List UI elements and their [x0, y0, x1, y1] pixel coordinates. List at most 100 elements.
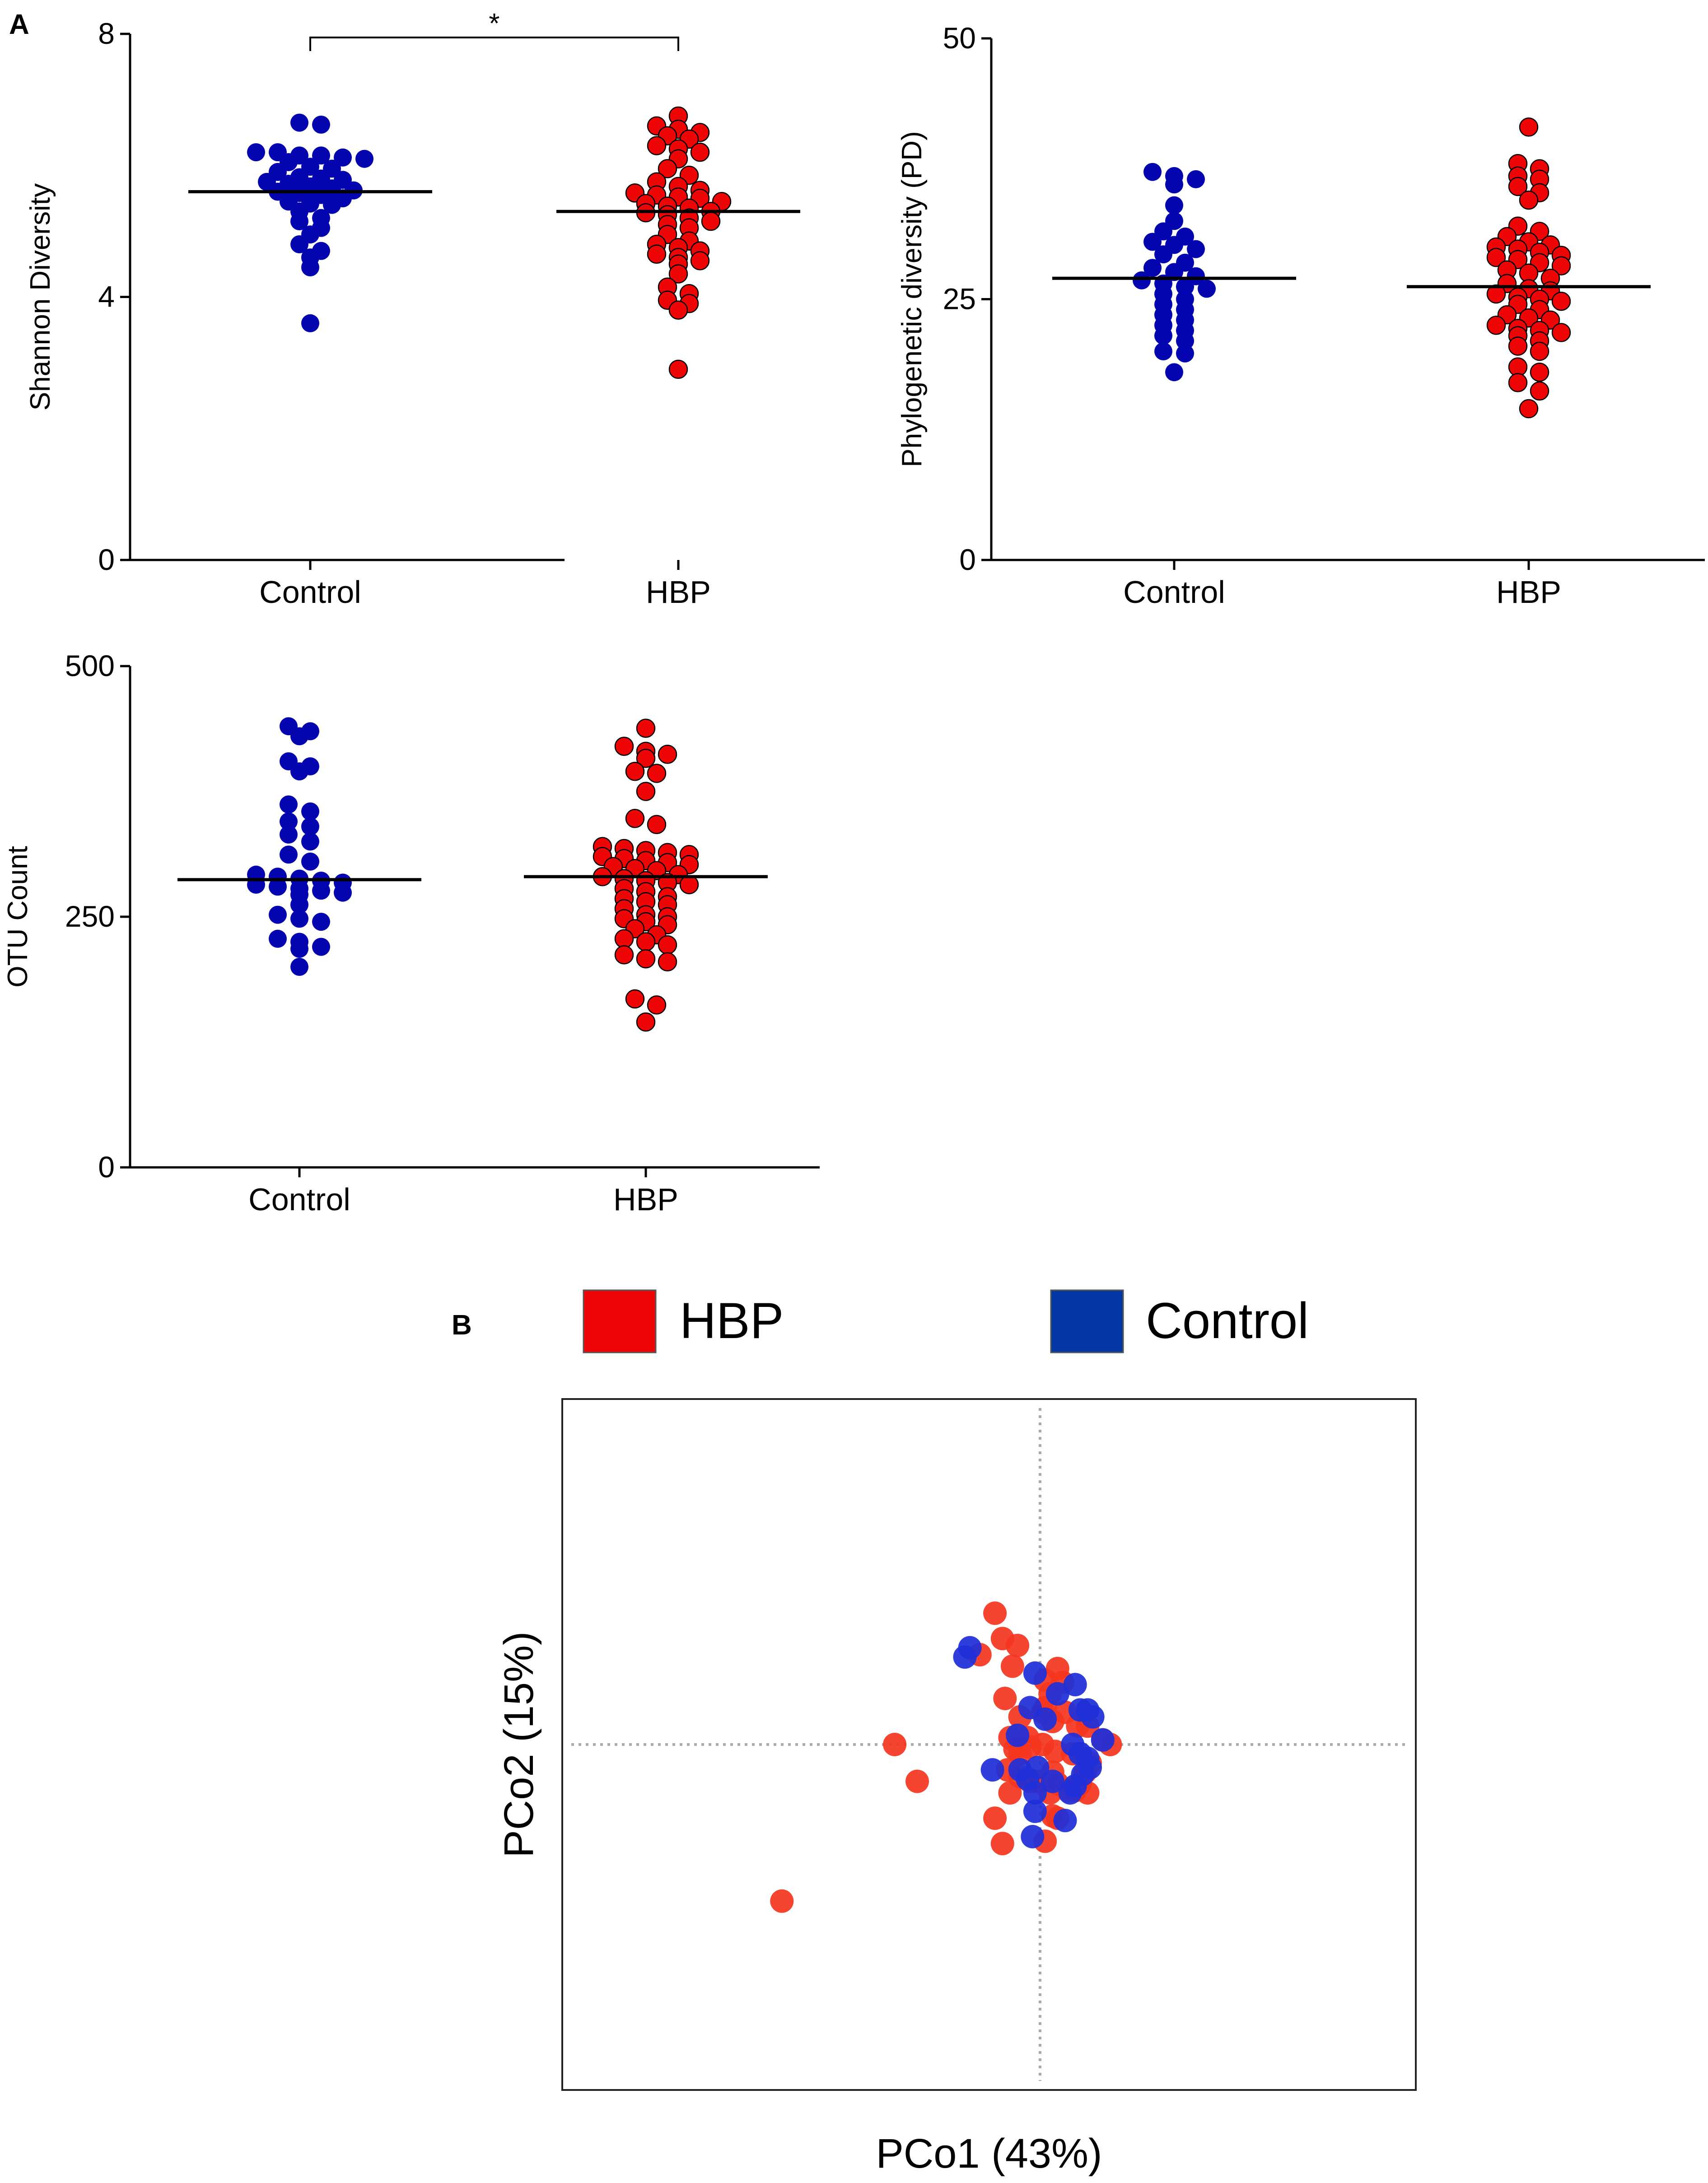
x-tick-label-hbp: HBP [613, 1182, 678, 1217]
x-tick-label-hbp: HBP [646, 574, 711, 610]
legend-label-control: Control [1146, 1292, 1309, 1349]
data-point-control-1 [290, 113, 308, 132]
data-point-control-21 [269, 877, 287, 896]
data-point-hbp-46 [658, 935, 677, 955]
data-point-control-17 [1133, 271, 1151, 289]
y-tick-label-500: 500 [65, 649, 115, 682]
pcoa-point-control-4 [1063, 1673, 1087, 1697]
data-point-control-31 [1154, 342, 1172, 360]
data-point-hbp-1 [1519, 117, 1539, 137]
x-tick-label-control: Control [259, 574, 361, 610]
data-point-hbp-44 [1530, 341, 1549, 361]
pcoa-point-control-24 [1063, 1774, 1087, 1798]
pcoa-point-hbp-45 [990, 1832, 1014, 1856]
data-point-hbp-52 [636, 1012, 656, 1032]
pcoa-point-control-14 [1091, 1728, 1115, 1752]
x-tick-label-control: Control [1123, 574, 1225, 610]
data-point-hbp-5 [636, 748, 656, 768]
data-point-control-7 [280, 795, 298, 814]
y-tick-label-250: 250 [65, 900, 115, 933]
y-tick-label-0: 0 [98, 1150, 115, 1184]
data-point-hbp-28 [1486, 284, 1506, 304]
data-point-hbp-40 [668, 264, 688, 284]
y-tick-label-0: 0 [98, 543, 115, 576]
pcoa-point-hbp-5 [1000, 1654, 1024, 1678]
pcoa-point-hbp-26 [1043, 1740, 1067, 1763]
pcoa-chart: PCo1 (43%) PCo2 (15%) HBP Control [496, 1289, 1417, 2177]
data-point-control-29 [1154, 327, 1172, 345]
data-point-hbp-21 [1551, 256, 1571, 275]
pcoa-point-hbp-37 [998, 1781, 1022, 1805]
significance-bracket [309, 37, 679, 51]
data-point-control-30 [1176, 331, 1194, 350]
data-point-hbp-40 [1551, 323, 1571, 342]
data-point-control-6 [290, 762, 308, 781]
pcoa-point-hbp-1 [983, 1601, 1007, 1625]
pcoa-point-hbp-3 [1006, 1633, 1030, 1657]
data-point-control-9 [280, 812, 298, 831]
y-axis-label: Phylogenetic diversity (PD) [896, 131, 928, 467]
data-point-hbp-7 [647, 764, 667, 783]
data-point-control-23 [312, 882, 330, 900]
data-point-hbp-8 [636, 782, 656, 801]
data-point-control-11 [1187, 240, 1205, 258]
data-point-control-30 [290, 212, 308, 230]
data-point-control-33 [1165, 363, 1183, 382]
data-point-control-4 [1165, 175, 1183, 194]
y-tick-label-8: 8 [98, 17, 115, 50]
y-tick-label-25: 25 [943, 282, 976, 316]
shannon-diversity-chart: 0 4 8 Shannon Diversity Control HBP * [25, 8, 800, 610]
x-axis-label: PCo1 (43%) [876, 2131, 1102, 2177]
pcoa-point-hbp-49 [770, 1889, 794, 1913]
data-point-hbp-9 [690, 142, 710, 162]
pcoa-point-control-18 [980, 1758, 1004, 1782]
data-point-hbp-38 [690, 251, 710, 271]
data-point-control-33 [290, 940, 308, 958]
pcoa-point-hbp-9 [993, 1687, 1017, 1710]
data-point-control-12 [301, 832, 319, 851]
data-point-control-27 [269, 905, 287, 924]
y-axis-label: PCo2 (15%) [496, 1631, 542, 1857]
y-axis-label: OTU Count [2, 846, 33, 988]
data-point-control-3 [1187, 170, 1205, 188]
data-point-hbp-48 [636, 949, 656, 969]
data-point-hbp-9 [625, 809, 645, 828]
data-point-hbp-45 [636, 932, 656, 952]
pcoa-point-hbp-48 [905, 1769, 929, 1793]
data-point-control-20 [1198, 280, 1216, 298]
data-point-hbp-43 [1508, 336, 1528, 356]
data-point-control-3 [290, 727, 308, 746]
data-point-hbp-47 [614, 945, 634, 965]
data-point-hbp-29 [679, 875, 699, 895]
data-point-control-14 [301, 852, 319, 871]
data-point-control-6 [312, 146, 330, 165]
phylogenetic-diversity-chart: 0 25 50 Phylogenetic diversity (PD) Control H… [896, 21, 1705, 610]
pcoa-point-control-27 [1053, 1809, 1077, 1833]
significance-label: * [489, 8, 499, 39]
data-point-hbp-51 [647, 995, 667, 1015]
data-point-control-10 [301, 817, 319, 836]
pcoa-point-control-21 [1041, 1769, 1064, 1793]
otu-count-chart: 0 250 500 OTU Count Control HBP [2, 649, 820, 1217]
data-point-control-2 [312, 116, 330, 134]
pcoa-point-control-9 [1081, 1705, 1105, 1729]
data-point-hbp-44 [614, 929, 634, 949]
data-point-hbp-8 [1519, 190, 1539, 210]
data-point-hbp-2 [614, 737, 634, 756]
pcoa-point-control-26 [1023, 1799, 1047, 1823]
pcoa-point-control-11 [1006, 1723, 1030, 1747]
legend-label-hbp: HBP [680, 1292, 784, 1349]
data-point-control-8 [355, 149, 373, 168]
data-point-hbp-36 [647, 244, 667, 264]
data-point-control-15 [1165, 263, 1183, 281]
data-point-control-11 [280, 826, 298, 844]
y-tick-label-50: 50 [943, 21, 976, 55]
pcoa-point-hbp-42 [983, 1806, 1007, 1830]
pcoa-point-control-28 [1021, 1825, 1045, 1848]
data-point-control-29 [312, 913, 330, 931]
data-point-hbp-50 [625, 989, 645, 1009]
legend-swatch-hbp [583, 1289, 657, 1353]
data-point-hbp-46 [1530, 362, 1549, 382]
pcoa-point-control-10 [1033, 1707, 1057, 1731]
data-point-control-32 [312, 938, 330, 956]
